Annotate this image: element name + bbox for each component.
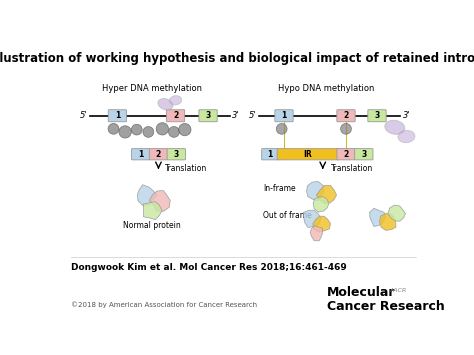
Text: 5': 5' <box>80 111 87 120</box>
Text: 2: 2 <box>343 111 348 120</box>
FancyBboxPatch shape <box>355 149 373 160</box>
Polygon shape <box>303 210 321 228</box>
FancyBboxPatch shape <box>368 110 386 122</box>
Circle shape <box>156 123 169 135</box>
Text: 3: 3 <box>173 150 179 159</box>
Circle shape <box>276 124 287 134</box>
Ellipse shape <box>385 120 405 134</box>
Text: Cancer Research: Cancer Research <box>327 300 444 313</box>
Ellipse shape <box>169 96 182 105</box>
Text: 1: 1 <box>138 150 143 159</box>
FancyBboxPatch shape <box>108 110 127 122</box>
Text: Translation: Translation <box>165 164 208 173</box>
Text: 1: 1 <box>282 111 287 120</box>
FancyBboxPatch shape <box>337 149 355 160</box>
Polygon shape <box>310 226 323 241</box>
FancyBboxPatch shape <box>262 149 278 160</box>
Text: IR: IR <box>304 150 312 159</box>
Text: 2: 2 <box>156 150 161 159</box>
Ellipse shape <box>398 130 415 143</box>
Circle shape <box>108 124 119 134</box>
Text: 2: 2 <box>343 150 348 159</box>
FancyBboxPatch shape <box>167 149 185 160</box>
Polygon shape <box>370 208 386 226</box>
Text: Hypo DNA methylation: Hypo DNA methylation <box>278 84 375 93</box>
Text: AACR: AACR <box>390 288 407 293</box>
Text: Dongwook Kim et al. Mol Cancer Res 2018;16:461-469: Dongwook Kim et al. Mol Cancer Res 2018;… <box>71 263 346 272</box>
Polygon shape <box>137 185 157 205</box>
Text: Illustration of working hypothesis and biological impact of retained introns.: Illustration of working hypothesis and b… <box>0 52 474 65</box>
Text: 3: 3 <box>374 111 380 120</box>
FancyBboxPatch shape <box>337 110 355 122</box>
Circle shape <box>179 124 191 136</box>
Polygon shape <box>388 205 405 221</box>
Text: 3: 3 <box>205 111 210 120</box>
Text: 5': 5' <box>248 111 256 120</box>
FancyBboxPatch shape <box>131 149 150 160</box>
Text: Normal protein: Normal protein <box>123 222 181 230</box>
FancyBboxPatch shape <box>199 110 217 122</box>
Ellipse shape <box>158 98 173 110</box>
FancyBboxPatch shape <box>149 149 168 160</box>
FancyBboxPatch shape <box>277 149 339 160</box>
Polygon shape <box>316 185 337 203</box>
Circle shape <box>143 126 154 137</box>
Text: 3': 3' <box>402 111 410 120</box>
Text: ©2018 by American Association for Cancer Research: ©2018 by American Association for Cancer… <box>71 301 257 308</box>
Polygon shape <box>149 191 170 211</box>
Text: 3: 3 <box>361 150 366 159</box>
Polygon shape <box>307 181 324 201</box>
Polygon shape <box>313 197 329 212</box>
FancyBboxPatch shape <box>166 110 185 122</box>
Circle shape <box>119 126 131 138</box>
Text: Translation: Translation <box>330 164 373 173</box>
Circle shape <box>169 126 179 137</box>
Circle shape <box>341 124 351 134</box>
Text: Molecular: Molecular <box>327 286 395 299</box>
Text: 1: 1 <box>115 111 120 120</box>
FancyBboxPatch shape <box>275 110 293 122</box>
Text: 2: 2 <box>173 111 178 120</box>
Text: Out of frame: Out of frame <box>263 211 312 220</box>
Text: Hyper DNA methylation: Hyper DNA methylation <box>102 84 202 93</box>
Text: 1: 1 <box>267 150 273 159</box>
Text: 3': 3' <box>232 111 240 120</box>
Polygon shape <box>143 202 162 220</box>
Polygon shape <box>313 216 330 232</box>
Circle shape <box>131 124 142 135</box>
Polygon shape <box>380 214 396 230</box>
Text: In-frame: In-frame <box>263 184 296 193</box>
